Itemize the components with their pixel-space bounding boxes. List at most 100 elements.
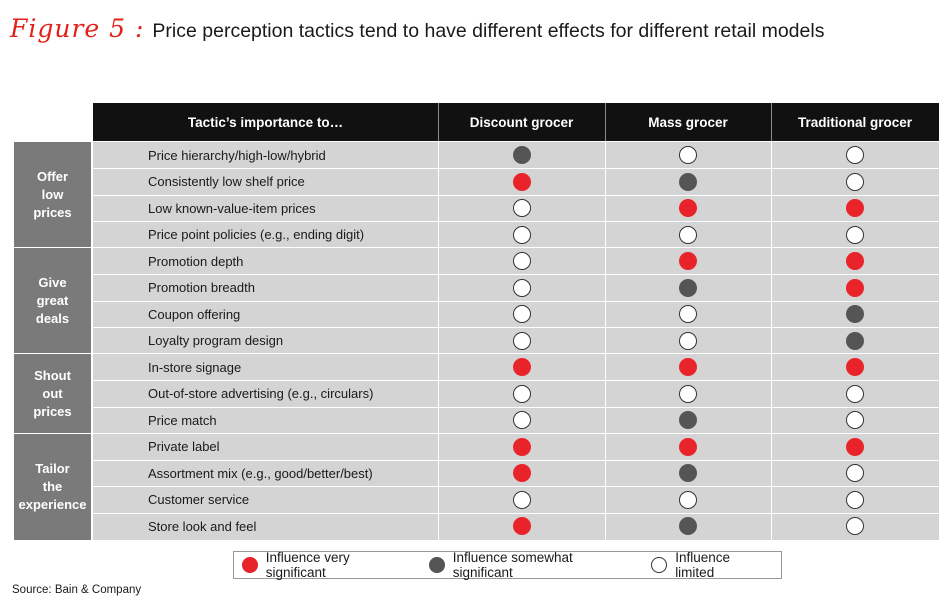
rating-dot-very: [679, 252, 697, 271]
table-row: Loyalty program design: [93, 327, 939, 355]
tactic-label: In-store signage: [148, 359, 242, 375]
rating-dot-very: [679, 358, 697, 377]
tactic-label: Low known-value-item prices: [148, 200, 316, 216]
row-separator: [93, 406, 939, 408]
rating-cell: [605, 407, 771, 434]
tactic-label: Consistently low shelf price: [148, 174, 305, 190]
table-row: Customer service: [93, 486, 939, 514]
rating-dot-limited: [512, 278, 531, 297]
rating-dot-limited: [512, 411, 531, 430]
group-label-block: Tailor the experience: [14, 433, 91, 540]
rating-dot-limited: [512, 225, 531, 244]
rating-dot-limited: [846, 384, 864, 403]
tactic-label: Assortment mix (e.g., good/better/best): [148, 465, 373, 481]
rating-cell: [605, 142, 771, 169]
row-separator: [93, 486, 939, 487]
table-row: Consistently low shelf price: [93, 168, 939, 196]
row-separator: [93, 221, 939, 222]
rating-dot-limited: [846, 225, 864, 244]
header-row-label: Tactic’s importance to…: [93, 103, 438, 141]
row-separator: [93, 459, 939, 461]
column-separator: [438, 142, 439, 540]
tactic-label: Price point policies (e.g., ending digit…: [148, 227, 365, 243]
rating-cell: [438, 275, 605, 302]
rating-cell: [605, 381, 771, 408]
rating-cell: [605, 195, 771, 222]
rating-dot-very: [846, 278, 864, 297]
tactic-label: Loyalty program design: [148, 333, 284, 349]
rating-cell: [438, 301, 605, 328]
rating-dot-very: [512, 358, 531, 377]
rating-cell: [438, 195, 605, 222]
rating-cell: [771, 169, 939, 196]
row-separator: [93, 300, 939, 302]
table-row: In-store signage: [93, 354, 939, 381]
rating-dot-very: [512, 464, 531, 483]
rating-dot-limited: [679, 490, 697, 509]
rating-dot-very: [846, 199, 864, 218]
group-label: Offer low prices: [33, 169, 72, 220]
rating-dot-limited: [512, 199, 531, 218]
rating-cell: [771, 487, 939, 514]
rating-dot-somewhat: [846, 331, 864, 350]
tactic-label: Store look and feel: [148, 518, 257, 534]
rating-dot-limited: [846, 146, 864, 165]
rating-dot-very: [512, 172, 531, 191]
header-column-3: Traditional grocer: [771, 103, 939, 141]
source-note: Source: Bain & Company: [12, 584, 142, 596]
group-label: Tailor the experience: [18, 460, 87, 512]
rating-cell: [771, 328, 939, 355]
legend-label: Influence somewhat significant: [452, 550, 573, 580]
tactic-label: Coupon offering: [148, 306, 241, 322]
header-separator: [771, 103, 772, 141]
table-row: Coupon offering: [93, 301, 939, 328]
row-separator: [93, 274, 939, 275]
tactic-label: Promotion breadth: [148, 280, 255, 296]
legend-dot-somewhat: [429, 557, 445, 573]
rating-cell: [605, 248, 771, 275]
rating-cell: [771, 513, 939, 540]
row-separator: [93, 194, 939, 196]
rating-dot-limited: [846, 517, 864, 536]
rating-cell: [605, 275, 771, 302]
group-label-block: Offer low prices: [14, 142, 91, 248]
rating-cell: [771, 195, 939, 222]
rating-dot-limited: [846, 464, 864, 483]
header-column-1: Discount grocer: [438, 103, 605, 141]
legend-item-somewhat: Influence somewhat significant: [429, 550, 633, 580]
rating-cell: [438, 222, 605, 249]
rating-dot-very: [512, 437, 531, 456]
rating-dot-limited: [846, 172, 864, 191]
rating-cell: [438, 328, 605, 355]
rating-dot-very: [846, 437, 864, 456]
rating-cell: [605, 354, 771, 381]
rating-cell: [771, 275, 939, 302]
rating-dot-very: [679, 199, 697, 218]
rating-cell: [605, 513, 771, 540]
rating-cell: [771, 460, 939, 487]
rating-dot-very: [846, 252, 864, 271]
group-label: Shout out prices: [33, 367, 72, 419]
table-row: Private label: [93, 433, 939, 461]
rating-cell: [771, 354, 939, 381]
row-separator: [93, 168, 939, 169]
column-separator: [605, 142, 606, 540]
rating-dot-very: [512, 517, 531, 536]
rating-cell: [438, 460, 605, 487]
legend-label: Influence limited: [675, 550, 730, 580]
legend-item-very: Influence very significant: [242, 550, 411, 580]
tactic-label: Price hierarchy/high-low/hybrid: [148, 147, 326, 163]
header-column-2: Mass grocer: [605, 103, 771, 141]
table-row: Low known-value-item prices: [93, 195, 939, 222]
rating-cell: [605, 434, 771, 461]
rating-dot-limited: [679, 146, 697, 165]
legend-dot-very: [242, 557, 258, 573]
rating-dot-limited: [512, 252, 531, 271]
rating-cell: [438, 513, 605, 540]
tactic-label: Out-of-store advertising (e.g., circular…: [148, 386, 374, 402]
figure-label: Figure 5 :: [10, 14, 145, 43]
figure-title: Figure 5 : Price perception tactics tend…: [10, 14, 824, 48]
table-row: Promotion breadth: [93, 274, 939, 302]
table-row: Price hierarchy/high-low/hybrid: [93, 142, 939, 169]
column-separator: [771, 142, 772, 540]
